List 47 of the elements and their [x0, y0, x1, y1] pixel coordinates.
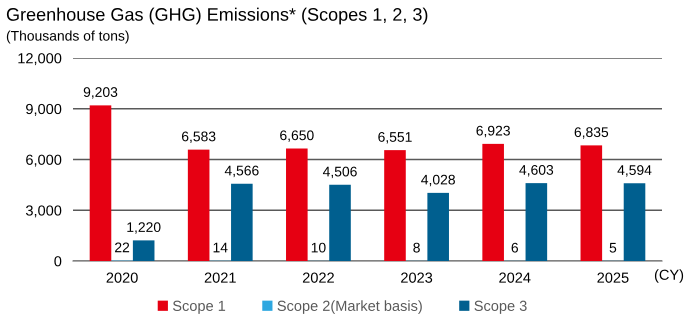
bar	[482, 144, 504, 261]
legend-label: Scope 2(Market basis)	[278, 300, 422, 314]
data-label: 6,835	[574, 127, 608, 139]
bar	[580, 145, 602, 261]
x-axis-title: (CY)	[654, 269, 684, 283]
data-label: 5	[610, 242, 616, 253]
data-label: 6,923	[476, 126, 510, 138]
bar	[231, 184, 253, 261]
data-label: 14	[214, 242, 228, 252]
data-label: 9,203	[84, 87, 118, 99]
x-tick-label: 2024	[499, 272, 531, 283]
bar	[526, 183, 548, 261]
bar	[329, 184, 351, 261]
y-tick-label: 12,000	[18, 53, 62, 66]
data-label: 6,551	[378, 132, 412, 144]
bar	[90, 105, 112, 261]
data-label: 8	[413, 242, 420, 253]
bar	[624, 183, 646, 261]
legend-label: Scope 3	[474, 300, 527, 314]
bar	[188, 150, 210, 261]
legend-label: Scope 1	[172, 300, 226, 314]
data-label: 4,603	[519, 164, 554, 176]
bar	[286, 148, 308, 261]
bar	[384, 150, 406, 261]
data-label: 4,566	[224, 166, 259, 178]
y-tick-label: 0	[54, 256, 62, 266]
data-label: 10	[312, 242, 326, 253]
x-tick-label: 2020	[106, 272, 138, 283]
data-label: 6,650	[280, 130, 314, 142]
x-tick-label: 2022	[302, 272, 334, 283]
data-label: 1,220	[127, 222, 161, 234]
x-tick-label: 2023	[401, 272, 432, 283]
bar	[132, 240, 154, 261]
x-tick-label: 2021	[204, 272, 236, 283]
y-axis-title: (Thousands of tons)	[6, 30, 129, 44]
y-tick-label: 3,000	[26, 205, 62, 218]
y-tick-label: 9,000	[26, 104, 62, 116]
chart-title: Greenhouse Gas (GHG) Emissions* (Scopes 1, 2, 3)	[6, 8, 428, 24]
data-label: 4,594	[617, 165, 652, 177]
x-tick-label: 2025	[597, 272, 629, 283]
bar	[427, 192, 449, 261]
data-label: 4,506	[322, 166, 357, 178]
data-label: 6,583	[182, 132, 216, 143]
y-tick-label: 6,000	[26, 154, 62, 167]
data-label: 22	[115, 242, 130, 252]
data-label: 4,028	[421, 174, 455, 186]
data-label: 6	[512, 242, 518, 253]
